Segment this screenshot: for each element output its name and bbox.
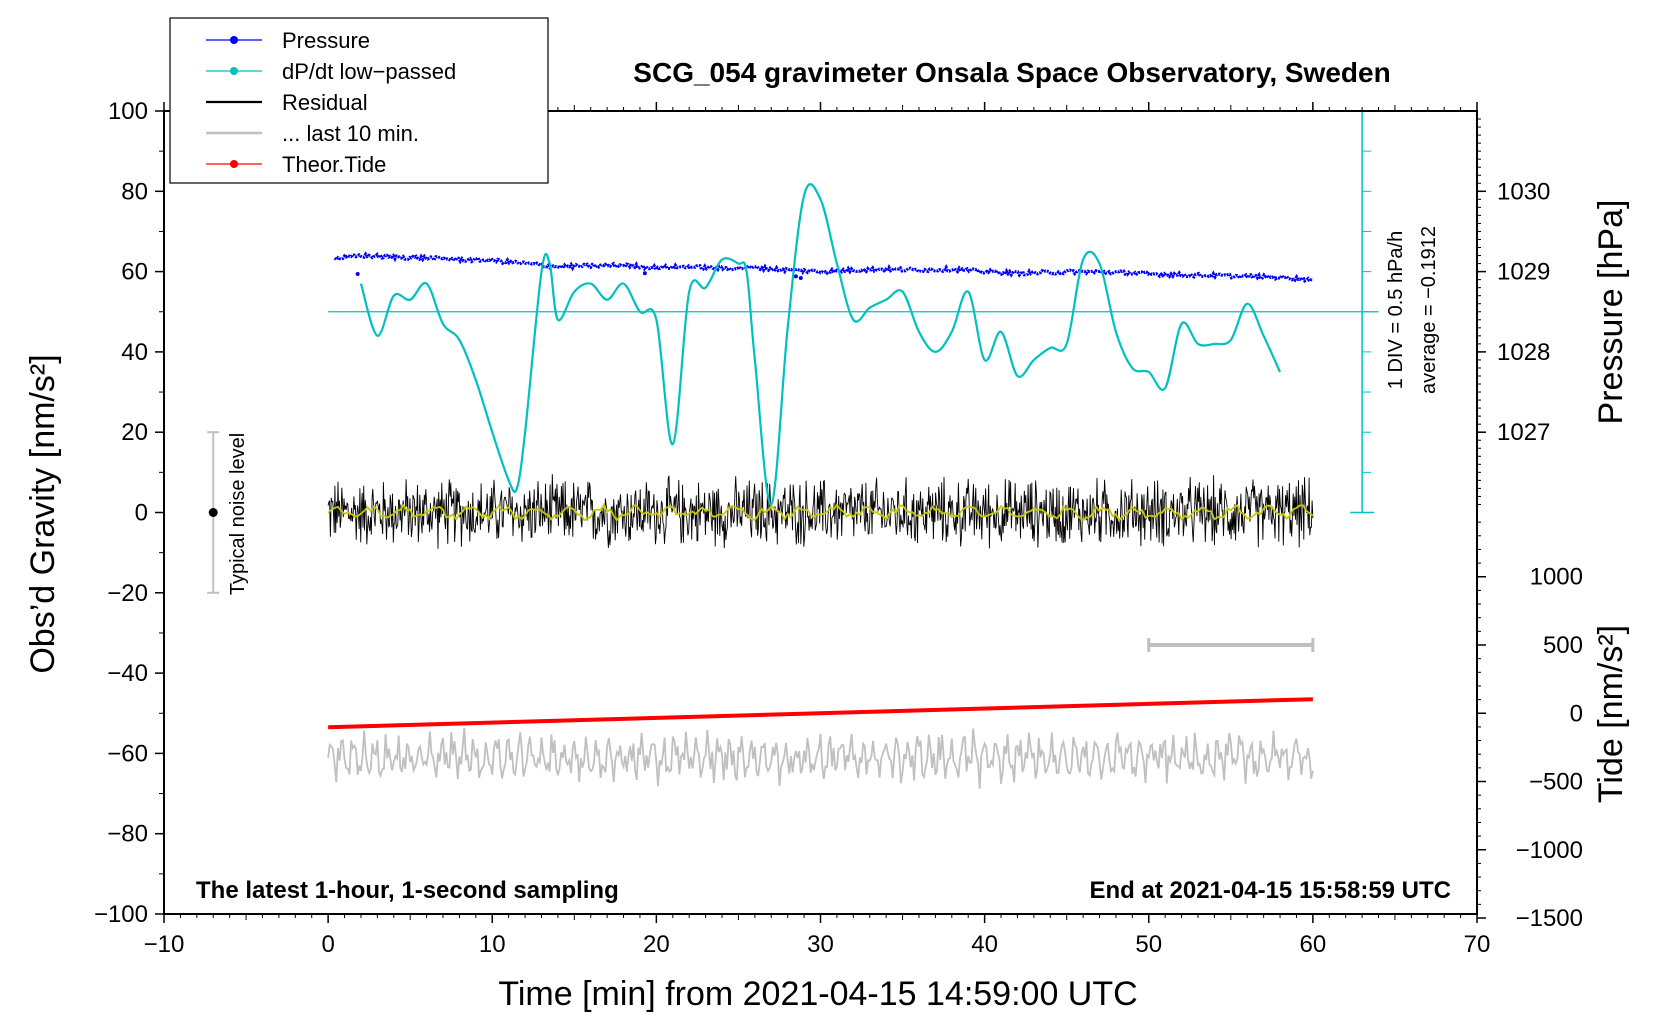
dpdt-scale-label: 1 DIV = 0.5 hPa/h bbox=[1385, 231, 1407, 389]
residual-line bbox=[327, 474, 1314, 549]
x-axis-title: Time [min] from 2021-04-15 14:59:00 UTC bbox=[498, 975, 1137, 1013]
tide-tick-label: 1000 bbox=[1530, 564, 1583, 591]
noise-level-label: Typical noise level bbox=[227, 433, 249, 595]
tide-tick-label: 500 bbox=[1543, 632, 1583, 659]
tide-tick-label: −500 bbox=[1529, 769, 1583, 796]
y-tick-label: 0 bbox=[135, 500, 148, 527]
last-10-min-line bbox=[327, 727, 1314, 789]
x-tick-label: 10 bbox=[479, 931, 506, 958]
y-tick-label: −20 bbox=[107, 580, 148, 607]
x-tick-label: 70 bbox=[1464, 931, 1491, 958]
legend-label: Residual bbox=[282, 90, 368, 115]
residual-lowpass-series bbox=[327, 502, 1314, 523]
noise-center-dot bbox=[208, 508, 218, 517]
dpdt-series bbox=[359, 183, 1282, 506]
tide-tick-label: −1500 bbox=[1516, 905, 1583, 932]
legend-label: dP/dt low−passed bbox=[282, 59, 456, 84]
legend-marker bbox=[230, 160, 238, 168]
pressure-outlier bbox=[793, 274, 798, 279]
legend-label: Theor.Tide bbox=[282, 152, 386, 177]
y-tick-label: 100 bbox=[108, 98, 148, 125]
subtitle-right: End at 2021-04-15 15:58:59 UTC bbox=[1090, 877, 1452, 904]
y2-tide-title: Tide [nm/s²] bbox=[1592, 625, 1630, 803]
tide-tick-label: −1000 bbox=[1516, 837, 1583, 864]
residual-lowpass-line bbox=[327, 502, 1314, 523]
x-tick-label: 60 bbox=[1300, 931, 1327, 958]
y-tick-label: −100 bbox=[94, 901, 148, 928]
legend-marker bbox=[230, 67, 238, 75]
y-tick-label: 80 bbox=[121, 178, 148, 205]
pressure-tick-label: 1030 bbox=[1497, 178, 1550, 205]
y-axis-title: Obs’d Gravity [nm/s²] bbox=[24, 354, 62, 673]
pressure-outlier bbox=[355, 272, 360, 277]
y-tick-label: 40 bbox=[121, 339, 148, 366]
y-tick-label: −60 bbox=[107, 740, 148, 767]
legend-box bbox=[169, 17, 549, 184]
x-tick-label: 30 bbox=[807, 931, 834, 958]
subtitle-left: The latest 1-hour, 1-second sampling bbox=[196, 877, 619, 904]
x-tick-label: 20 bbox=[643, 931, 670, 958]
axes-ticks: −10 0 10 20 30 40 50 60 70−100−80−60−40−20020406… bbox=[94, 98, 1583, 958]
pressure-outlier bbox=[642, 271, 647, 276]
y-tick-label: 60 bbox=[121, 259, 148, 286]
chart-decorations bbox=[207, 110, 1379, 652]
last-10-min-series bbox=[327, 727, 1314, 789]
y-tick-label: −40 bbox=[107, 660, 148, 687]
y-tick-label: −80 bbox=[107, 821, 148, 848]
tide-tick-label: 0 bbox=[1570, 700, 1583, 727]
x-tick-label: 40 bbox=[971, 931, 998, 958]
pressure-line bbox=[333, 251, 1314, 284]
theoretical-tide-series bbox=[328, 697, 1313, 730]
pressure-tick-label: 1027 bbox=[1497, 419, 1550, 446]
legend: Pressure dP/dt low−passed Residual ... last… bbox=[206, 28, 456, 177]
pressure-tick-label: 1029 bbox=[1497, 259, 1550, 286]
dpdt-line bbox=[359, 183, 1282, 506]
y-tick-label: 20 bbox=[121, 419, 148, 446]
x-tick-label: 0 bbox=[321, 931, 334, 958]
legend-label: ... last 10 min. bbox=[282, 121, 419, 146]
tide-line bbox=[328, 697, 1313, 730]
pressure-tick-label: 1028 bbox=[1497, 339, 1550, 366]
legend-marker bbox=[230, 36, 238, 44]
dpdt-average-label: average = −0.1912 bbox=[1418, 226, 1440, 394]
y2-pressure-title: Pressure [hPa] bbox=[1592, 200, 1630, 425]
pressure-series bbox=[333, 251, 1314, 284]
legend-label: Pressure bbox=[282, 28, 370, 53]
chart-title: SCG_054 gravimeter Onsala Space Observat… bbox=[633, 57, 1390, 88]
pressure-outlier bbox=[798, 276, 803, 281]
residual-series bbox=[327, 474, 1314, 549]
x-tick-label: 50 bbox=[1135, 931, 1162, 958]
x-tick-label: −10 bbox=[144, 931, 185, 958]
